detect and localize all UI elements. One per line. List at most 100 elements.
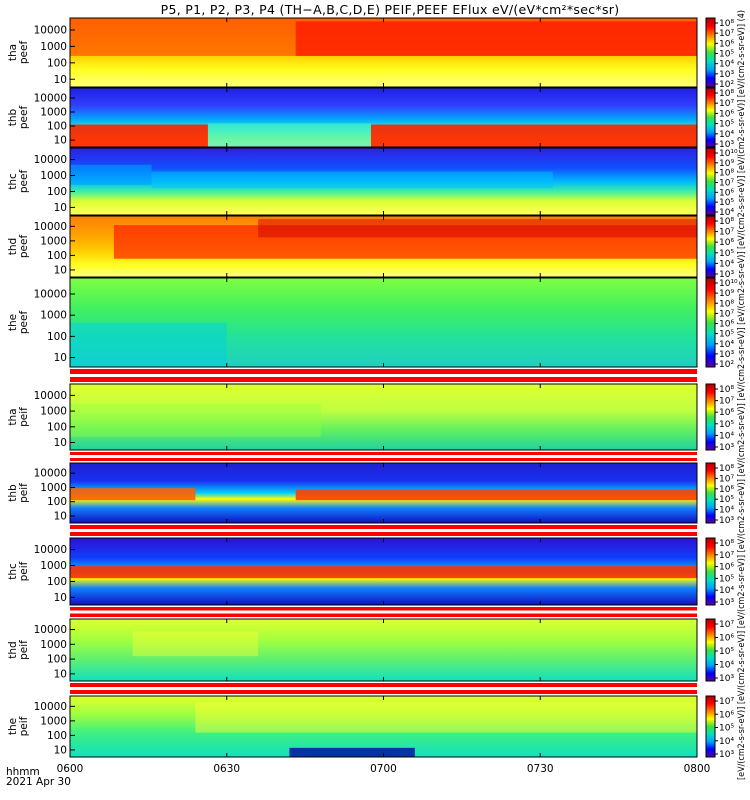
colorbar-tick-label: 10⁶ [719,408,734,418]
colorbar-units-text: [eV/(cm2-s-sr-eV)] [eV/(cm2-s-sr-eV)] [e… [737,10,747,780]
colorbar-tick-label: 10⁵ [719,50,734,60]
colorbar-tick-label: 10⁴ [719,431,734,441]
colorbar-tick-label: 10⁷ [719,474,734,484]
panel-label-line2: peef [18,170,30,194]
spectrogram-band [70,566,697,579]
y-tick-label: 1000 [40,170,67,182]
y-tick-label: 10000 [34,468,67,480]
panel-label: thd peif [7,640,30,660]
y-tick-label: 10 [54,264,67,276]
y-tick-label: 10000 [34,92,67,104]
spectrogram-band [295,489,697,501]
panel-label-line2: peef [18,106,30,130]
panel-label-line2: peif [18,407,30,427]
colorbar-tick-label: 10⁵ [719,330,734,340]
colorbar-tick-label: 10⁴ [719,208,734,218]
colorbar-tick-label: 10² [719,360,734,370]
colorbar-tick-label: 10⁴ [719,506,734,516]
colorbar-tick-label: 10⁶ [719,39,734,49]
colorbar-tick-label: 10⁵ [719,249,734,259]
panel-label-line2: peef [18,41,30,65]
colorbar-1 [705,17,716,88]
separator-stripe-core [70,374,697,377]
footer-date-label: 2021 Apr 30 [6,776,71,788]
y-tick-label: 100 [47,250,67,262]
y-tick-label: 10000 [34,390,67,402]
spectrogram-panel-9 [70,619,697,681]
y-tick-label: 10 [54,135,67,147]
y-tick-label: 10 [54,744,67,756]
colorbar-tick-label: 10⁵ [719,495,734,505]
y-tick-label: 10000 [34,221,67,233]
panel-label-line2: peif [18,640,30,660]
colorbar-tick-label: 10⁸ [719,464,734,474]
colorbar-tick-label: 10⁴ [719,586,734,596]
colorbar-tick-label: 10⁵ [719,724,734,734]
y-tick-label: 1000 [40,310,67,322]
colorbar-tick-label: 10⁵ [719,647,734,657]
x-tick-label: 0730 [527,763,554,775]
y-tick-label: 1000 [40,560,67,572]
separator-stripe-core [70,455,697,458]
y-tick-label: 10 [54,74,67,86]
y-tick-label: 10000 [34,624,67,636]
spectrogram-band [195,702,697,733]
colorbar-tick-label: 10⁸ [719,19,734,29]
spectrogram-panel-10 [70,696,697,757]
panel-label: thd peef [7,235,30,259]
y-tick-label: 10 [54,668,67,680]
colorbar-tick-label: 10⁸ [719,217,734,227]
y-tick-label: 1000 [40,482,67,494]
colorbar-tick-label: 10⁷ [719,179,734,189]
panel-label: the peef [7,311,30,335]
y-tick-label: 100 [47,654,67,666]
footer-time-label: hhmm [6,766,40,778]
colorbar-tick-label: 10⁵ [719,198,734,208]
y-tick-label: 1000 [40,106,67,118]
panel-label-line1: thb [7,108,19,126]
spectrogram-band [70,164,152,185]
colorbar-tick-label: 10³ [719,270,734,280]
spectrogram-band [207,123,371,147]
y-tick-label: 10 [54,511,67,523]
panel-label-line1: thd [7,238,19,255]
colorbar-tick-label: 10³ [719,70,734,80]
colorbar-7 [705,462,716,524]
colorbar-tick-label: 10³ [719,516,734,526]
colorbar-tick-label: 10⁶ [719,485,734,495]
colorbar-tick-label: 10¹⁰ [719,149,738,159]
colorbar-tick-label: 10⁵ [719,574,734,584]
y-tick-label: 1000 [40,715,67,727]
panel-label-line1: thb [7,484,19,502]
x-tick-label: 0700 [370,763,397,775]
colorbar-tick-label: 10¹⁰ [719,279,738,289]
y-tick-label: 1000 [40,406,67,418]
colorbar-tick-label: 10⁷ [719,228,734,238]
panel-label: tha peef [7,41,30,65]
colorbar-tick-label: 10⁴ [719,130,734,140]
spectrogram-band [132,631,259,657]
colorbar-tick-label: 10⁷ [719,620,734,630]
panel-label-line1: thc [7,563,19,580]
separator-stripe-core [70,610,697,614]
panel-label: thc peif [7,561,30,581]
colorbar-tick-label: 10⁶ [719,320,734,330]
colorbar-tick-label: 10⁴ [719,60,734,70]
colorbar-tick-label: 10³ [719,598,734,608]
panel-label-line2: peef [18,311,30,335]
spectrogram-band [258,219,697,238]
colorbar-tick-label: 10⁴ [719,737,734,747]
y-tick-label: 10000 [34,24,67,36]
panel-label: the peif [7,716,30,736]
colorbar-tick-label: 10⁸ [719,169,734,179]
y-tick-label: 100 [47,576,67,588]
spectrogram-band [70,124,208,147]
y-tick-label: 10 [54,437,67,449]
figure-title: P5, P1, P2, P3, P4 (TH−A,B,C,D,E) PEIF,P… [160,2,620,17]
colorbar-tick-label: 10⁸ [719,89,734,99]
y-tick-label: 10000 [34,701,67,713]
colorbar-tick-label: 10⁷ [719,309,734,319]
y-tick-label: 100 [47,57,67,69]
panel-label: thc peef [7,170,30,194]
